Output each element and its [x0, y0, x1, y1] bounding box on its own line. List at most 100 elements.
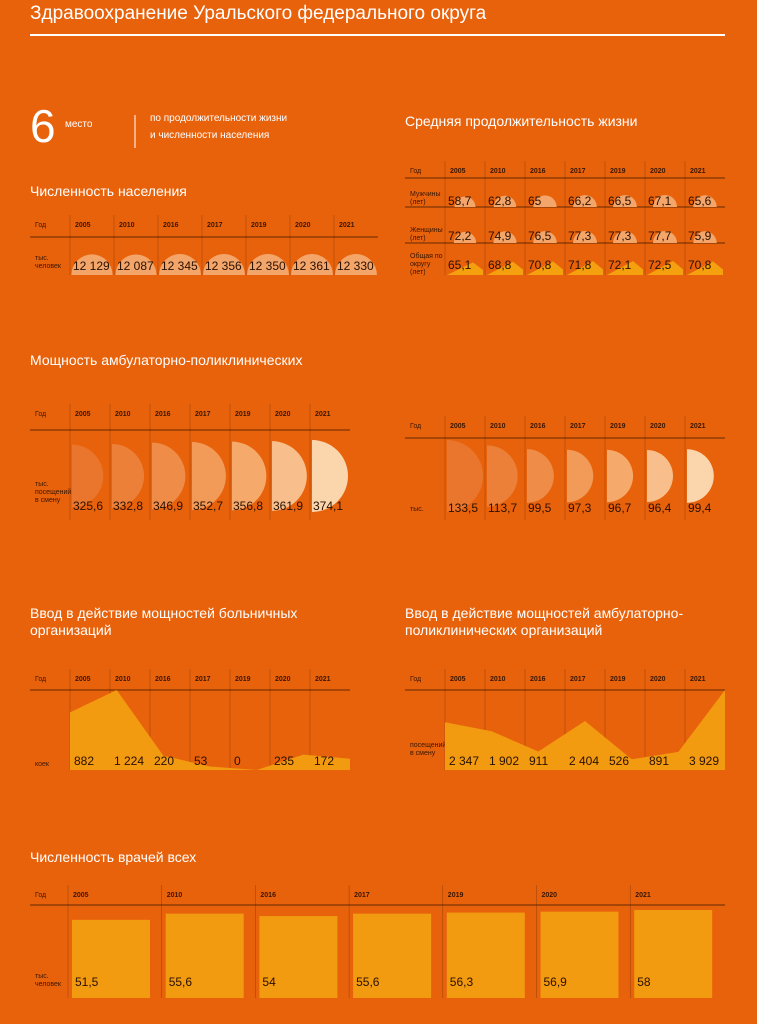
x-tick-label: 2016 — [530, 423, 546, 430]
x-tick-label: 2016 — [530, 168, 546, 175]
x-tick-label: 2016 — [155, 676, 171, 683]
x-tick-label: 2016 — [260, 892, 276, 899]
value-label: 12 361 — [293, 259, 330, 273]
semicircle — [115, 254, 157, 275]
value-label: 12 129 — [73, 259, 110, 273]
x-tick-label: 2019 — [610, 423, 626, 430]
semicircle — [454, 196, 476, 207]
value-label: 113,7 — [488, 501, 517, 515]
value-label: 72,5 — [648, 258, 672, 272]
row-label: Общая по округу (лет) — [410, 252, 443, 276]
x-tick-label: 2010 — [167, 892, 183, 899]
semicircle — [653, 231, 677, 243]
x-tick-label: 2010 — [119, 222, 135, 229]
value-label: 51,5 — [75, 975, 99, 989]
row-label: посещений в смену — [410, 741, 446, 757]
x-tick-label: 2019 — [610, 676, 626, 683]
x-tick-label: 2010 — [490, 676, 506, 683]
value-label: 12 330 — [337, 259, 374, 273]
chart-title: Средняя продолжительность жизни — [405, 113, 638, 129]
half-disc — [447, 440, 483, 512]
chart-title: Численность врачей всех — [30, 849, 197, 865]
value-label: 332,8 — [113, 499, 143, 513]
header-label: Год — [35, 411, 46, 418]
half-disc — [607, 449, 634, 503]
area — [70, 690, 350, 770]
x-tick-label: 2010 — [490, 168, 506, 175]
value-label: 0 — [234, 754, 241, 768]
semicircle — [573, 195, 597, 207]
value-label: 1 902 — [489, 754, 519, 768]
value-label: 2 404 — [569, 754, 599, 768]
semicircle — [159, 254, 201, 275]
x-tick-label: 2020 — [650, 676, 666, 683]
value-label: 3 929 — [689, 754, 719, 768]
value-label: 12 345 — [161, 259, 198, 273]
value-label: 75,9 — [688, 229, 712, 243]
x-tick-label: 2017 — [570, 423, 586, 430]
semicircle — [453, 231, 477, 243]
x-tick-label: 2020 — [650, 423, 666, 430]
value-label: 77,7 — [648, 229, 672, 243]
x-tick-label: 2019 — [235, 411, 251, 418]
x-tick-label: 2017 — [354, 892, 370, 899]
half-disc — [312, 440, 348, 512]
half-disc — [567, 449, 594, 503]
wedge — [647, 261, 683, 275]
x-tick-label: 2021 — [315, 676, 331, 683]
x-tick-label: 2019 — [610, 168, 626, 175]
semicircle — [573, 231, 597, 243]
value-label: 99,5 — [528, 501, 552, 515]
x-tick-label: 2021 — [690, 423, 706, 430]
area — [445, 690, 725, 770]
half-disc — [112, 443, 145, 509]
value-label: 325,6 — [73, 499, 103, 513]
half-disc — [527, 449, 554, 503]
half-disc — [72, 444, 104, 508]
rank-text: по продолжительности жизни — [150, 113, 288, 124]
bar — [634, 910, 713, 998]
header-label: Год — [35, 676, 46, 683]
value-label: 67,1 — [648, 194, 672, 208]
value-label: 361,9 — [273, 499, 303, 513]
half-disc — [232, 441, 267, 511]
wedge — [607, 261, 643, 275]
value-label: 12 087 — [117, 259, 154, 273]
row-label: Женщины (лет) — [410, 227, 443, 242]
x-tick-label: 2016 — [155, 411, 171, 418]
value-label: 54 — [262, 975, 276, 989]
x-tick-label: 2016 — [530, 676, 546, 683]
wedge — [527, 261, 563, 275]
header-label: Год — [410, 423, 421, 430]
x-tick-label: 2010 — [490, 423, 506, 430]
x-tick-label: 2021 — [690, 168, 706, 175]
bar — [259, 916, 338, 998]
row-label: тыс. человек — [35, 255, 62, 270]
x-tick-label: 2017 — [570, 676, 586, 683]
x-tick-label: 2020 — [275, 676, 291, 683]
x-tick-label: 2005 — [75, 411, 91, 418]
row-label: тыс. — [410, 506, 424, 513]
value-label: 71,8 — [568, 258, 592, 272]
rank-value: 6 — [30, 100, 56, 152]
value-label: 76,5 — [528, 229, 552, 243]
chart-title: Численность населения — [30, 183, 187, 199]
x-tick-label: 2017 — [195, 411, 211, 418]
x-tick-label: 2017 — [195, 676, 211, 683]
value-label: 55,6 — [169, 975, 193, 989]
bar — [446, 912, 525, 998]
value-label: 66,2 — [568, 194, 592, 208]
x-tick-label: 2005 — [75, 676, 91, 683]
row-label: коек — [35, 761, 50, 768]
semicircle — [335, 254, 377, 275]
semicircle — [613, 195, 637, 207]
page-title: Здравоохранение Уральского федерального … — [30, 3, 487, 24]
value-label: 70,8 — [688, 258, 712, 272]
row-label: Мужчины (лет) — [410, 191, 441, 206]
value-label: 65,1 — [448, 258, 472, 272]
value-label: 346,9 — [153, 499, 183, 513]
value-label: 356,8 — [233, 499, 263, 513]
value-label: 72,1 — [608, 258, 632, 272]
value-label: 96,7 — [608, 501, 632, 515]
